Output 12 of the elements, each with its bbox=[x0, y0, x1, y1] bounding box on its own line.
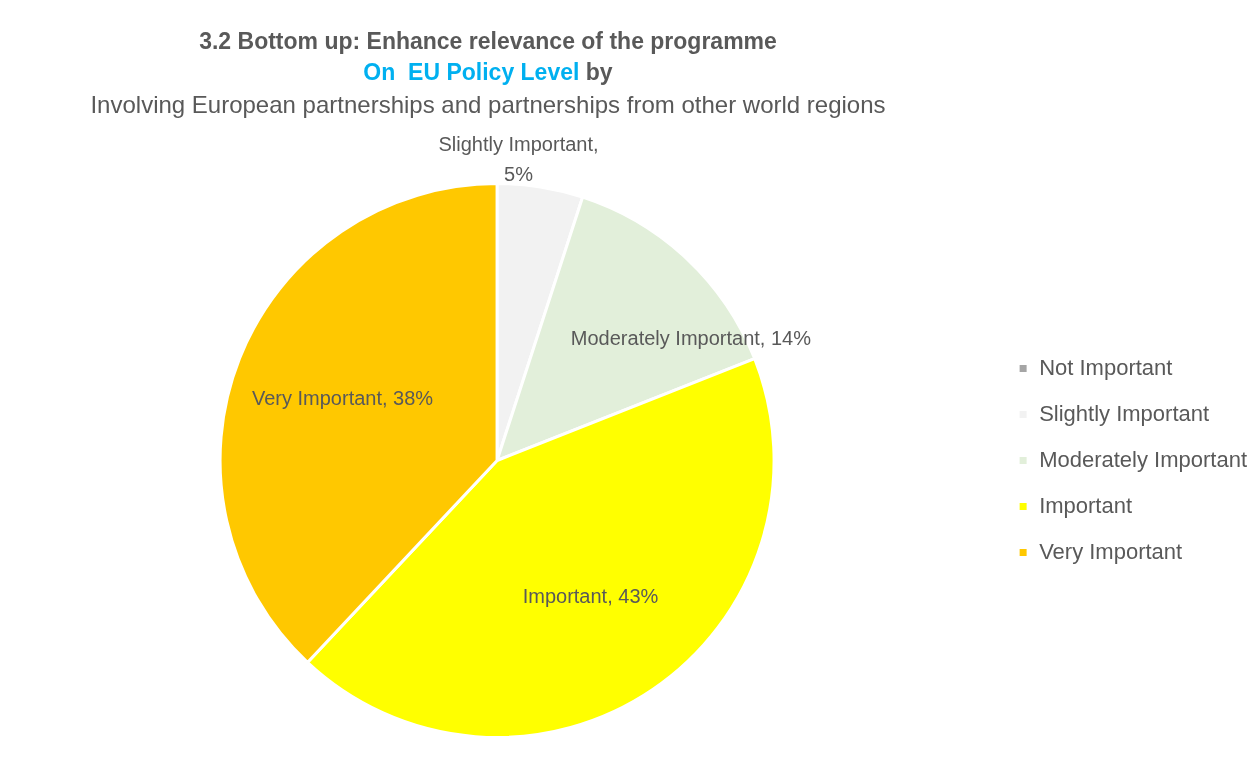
text: Involving European partnerships and partnerships from other world regions bbox=[89, 90, 887, 120]
legend-label: Slightly Important bbox=[1039, 400, 1210, 426]
data-label: Very Important, 38% bbox=[251, 386, 434, 409]
legend-label: Not Important bbox=[1039, 354, 1173, 380]
legend-label: Important bbox=[1039, 492, 1133, 518]
chart-subtitle: On EU Policy Level by bbox=[363, 59, 613, 85]
data-label: Slightly Important, 5% bbox=[438, 132, 599, 185]
data-label: Moderately Important, 14% bbox=[570, 326, 812, 349]
chart-title: 3.2 Bottom up: Enhance relevance of the programme bbox=[198, 27, 778, 56]
data-label: Important, 43% bbox=[522, 585, 659, 608]
legend-label: Very Important bbox=[1039, 538, 1183, 564]
legend-label: Moderately Important bbox=[1039, 446, 1247, 472]
